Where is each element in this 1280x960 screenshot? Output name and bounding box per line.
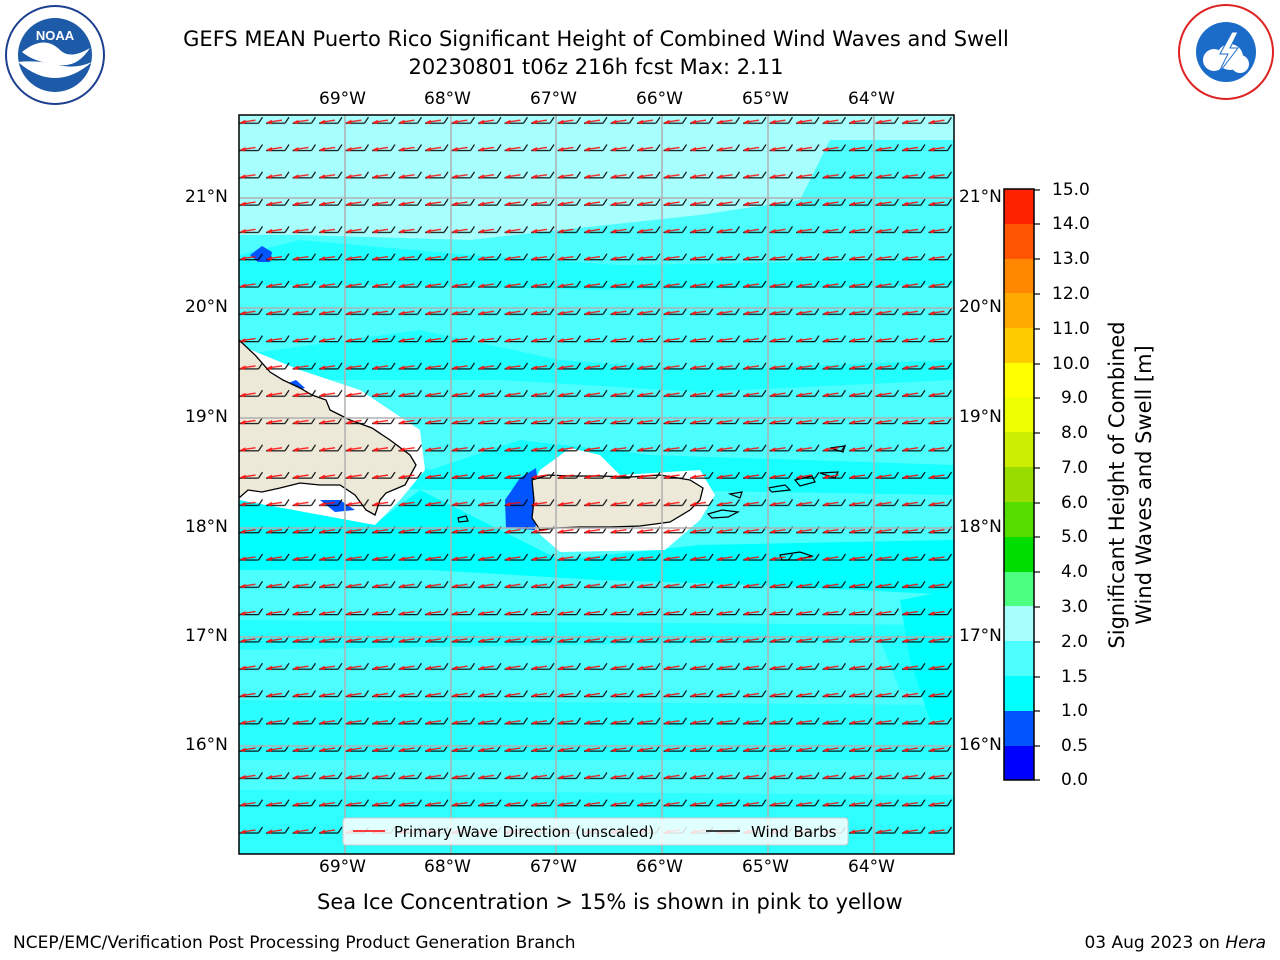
colorbar-tick: 11.0 <box>1052 319 1090 339</box>
colorbar-tick: 5.0 <box>1061 527 1089 547</box>
colorbar-tick: 1.0 <box>1061 701 1089 721</box>
lon-label-top: 64°W <box>848 89 895 109</box>
lon-label-top: 65°W <box>742 89 789 109</box>
colorbar <box>1003 188 1040 781</box>
lat-label-left: 17°N <box>185 626 228 646</box>
lat-label-right: 21°N <box>959 187 1002 207</box>
footer-branch: NCEP/EMC/Verification Post Processing Pr… <box>13 933 576 953</box>
lon-label-bottom: 64°W <box>848 857 895 877</box>
footer-date: 03 Aug 2023 on Hera <box>1084 933 1266 953</box>
colorbar-frame <box>1003 188 1035 781</box>
lon-label-top: 66°W <box>636 89 683 109</box>
lat-label-right: 16°N <box>959 735 1002 755</box>
lat-label-right: 17°N <box>959 626 1002 646</box>
colorbar-tick: 7.0 <box>1061 458 1089 478</box>
lat-label-left: 16°N <box>185 735 228 755</box>
chart-title: GEFS MEAN Puerto Rico Significant Height… <box>183 27 1009 51</box>
lon-label-top: 68°W <box>424 89 471 109</box>
legend-wind-label: Wind Barbs <box>751 823 837 841</box>
colorbar-tick: 0.5 <box>1061 736 1089 756</box>
colorbar-tick: 14.0 <box>1052 214 1090 234</box>
lon-label-bottom: 66°W <box>636 857 683 877</box>
lon-label-bottom: 68°W <box>424 857 471 877</box>
footer-date-text: 03 Aug 2023 on <box>1084 933 1226 953</box>
noaa-logo: NOAA <box>4 4 106 106</box>
lat-label-right: 18°N <box>959 517 1002 537</box>
colorbar-label-line1: Significant Height of Combined <box>1105 321 1129 648</box>
footer-host: Hera <box>1225 933 1266 953</box>
legend-wave-label: Primary Wave Direction (unscaled) <box>394 823 654 841</box>
colorbar-tick: 10.0 <box>1052 354 1090 374</box>
sea-ice-note: Sea Ice Concentration > 15% is shown in … <box>317 890 903 914</box>
lat-label-right: 19°N <box>959 407 1002 427</box>
lat-label-left: 20°N <box>185 297 228 317</box>
colorbar-tick: 8.0 <box>1061 423 1089 443</box>
lat-label-left: 19°N <box>185 407 228 427</box>
colorbar-tick: 9.0 <box>1061 388 1089 408</box>
lon-label-bottom: 67°W <box>530 857 577 877</box>
colorbar-tick: 0.0 <box>1061 770 1089 790</box>
colorbar-tick: 3.0 <box>1061 597 1089 617</box>
map-frame <box>238 114 955 855</box>
nws-logo-icon <box>1178 4 1274 100</box>
lon-label-top: 69°W <box>319 89 366 109</box>
colorbar-tick: 13.0 <box>1052 249 1090 269</box>
colorbar-tick: 4.0 <box>1061 562 1089 582</box>
noaa-logo-icon: NOAA <box>5 5 105 105</box>
gridlines <box>239 115 954 854</box>
noaa-logo-text: NOAA <box>36 28 75 43</box>
colorbar-tick: 1.5 <box>1061 667 1089 687</box>
lon-label-bottom: 65°W <box>742 857 789 877</box>
map-legend: Primary Wave Direction (unscaled) Wind B… <box>342 817 849 846</box>
lat-label-left: 18°N <box>185 517 228 537</box>
chart-subtitle: 20230801 t06z 216h fcst Max: 2.11 <box>408 55 784 79</box>
colorbar-tick: 6.0 <box>1061 493 1089 513</box>
lat-label-left: 21°N <box>185 187 228 207</box>
colorbar-label-line2: Wind Waves and Swell [m] <box>1132 345 1156 625</box>
nws-logo <box>1176 2 1276 102</box>
lat-label-right: 20°N <box>959 297 1002 317</box>
colorbar-tick: 12.0 <box>1052 284 1090 304</box>
map-area <box>239 115 954 854</box>
wind-barbs-and-wave-arrows <box>239 115 954 854</box>
colorbar-tick: 2.0 <box>1061 632 1089 652</box>
lon-label-top: 67°W <box>530 89 577 109</box>
colorbar-tick: 15.0 <box>1052 180 1090 200</box>
lon-label-bottom: 69°W <box>319 857 366 877</box>
